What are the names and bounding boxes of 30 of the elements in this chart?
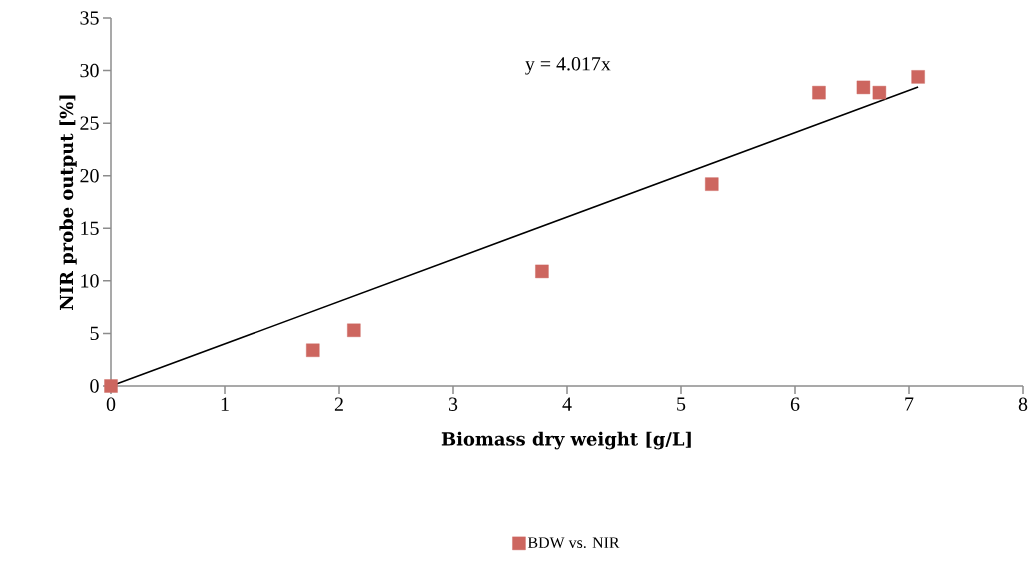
point bbox=[911, 70, 925, 84]
y-axis-title: NIR probe output [%] bbox=[59, 95, 77, 310]
point bbox=[104, 379, 118, 393]
point bbox=[812, 85, 826, 100]
point bbox=[347, 323, 361, 337]
x-tick-label: 0 bbox=[106, 397, 116, 411]
point bbox=[872, 85, 887, 100]
y-tick-label: 5 bbox=[90, 326, 99, 341]
point bbox=[856, 80, 871, 95]
y-tick-label: 15 bbox=[81, 221, 99, 235]
x-tick-label: 5 bbox=[677, 397, 686, 411]
x-tick-label: 4 bbox=[562, 397, 572, 411]
x-tick-label: 3 bbox=[448, 397, 458, 411]
x-tick-label: 1 bbox=[221, 397, 229, 411]
y-tick-label: 0 bbox=[90, 379, 99, 393]
x-axis-title: Biomass dry weight [g/L] bbox=[441, 431, 691, 450]
x-tick-label: 6 bbox=[790, 397, 800, 411]
y-tick-label: 35 bbox=[80, 11, 99, 25]
y-tick-label: 30 bbox=[80, 63, 99, 78]
annotation: y = 4.017x bbox=[525, 57, 611, 75]
x-tick-label: 7 bbox=[905, 397, 914, 411]
point bbox=[705, 177, 719, 191]
y-tick-label: 25 bbox=[80, 116, 99, 130]
y-tick-label: 10 bbox=[81, 274, 99, 288]
x-tick-label: 2 bbox=[334, 397, 343, 411]
point bbox=[306, 343, 320, 357]
legend-label: BDW vs. NIR bbox=[527, 537, 620, 549]
x-tick-label: 8 bbox=[1018, 397, 1028, 411]
point bbox=[535, 264, 549, 279]
y-tick-label: 20 bbox=[80, 168, 99, 183]
